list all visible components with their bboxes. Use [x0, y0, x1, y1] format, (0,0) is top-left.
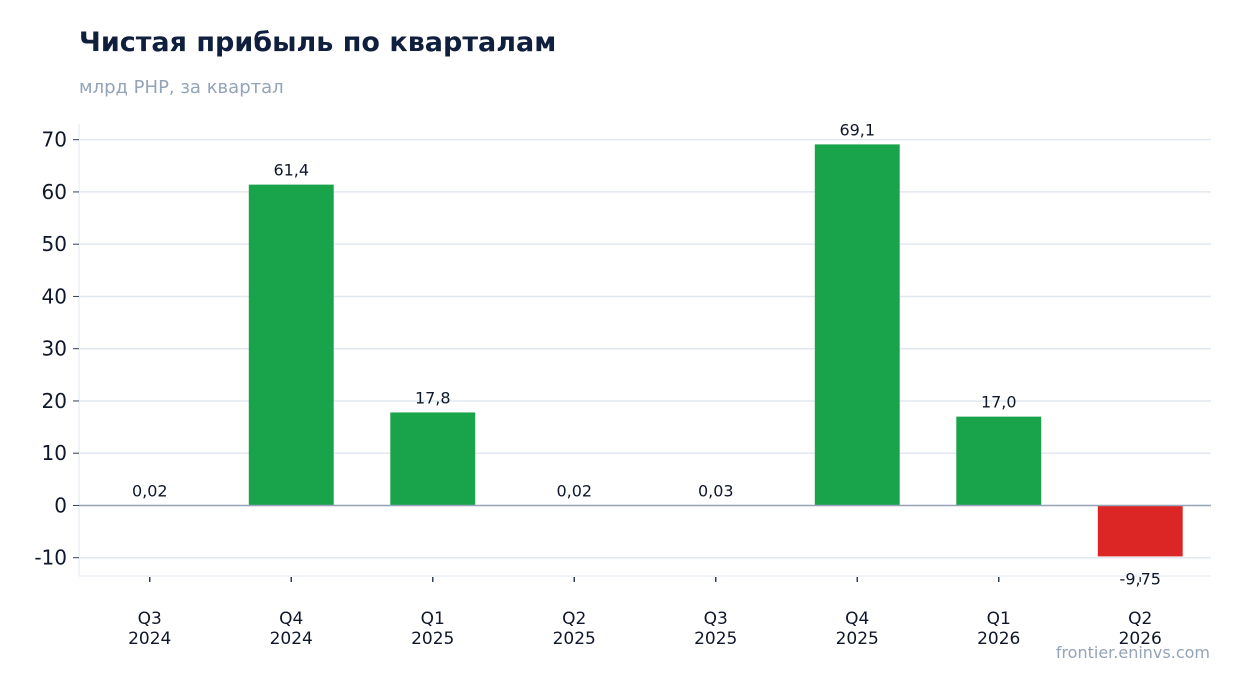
- y-tick-label: 70: [42, 128, 67, 152]
- bar-value-label: -9,75: [1120, 569, 1161, 588]
- bar-value-label: 0,02: [556, 481, 592, 500]
- x-tick-label: 2024: [270, 629, 313, 649]
- x-tick-label: Q2: [562, 609, 586, 629]
- bar-value-label: 17,8: [415, 388, 451, 407]
- x-tick-label: Q1: [987, 609, 1011, 629]
- chart-subtitle: млрд РНР, за квартал: [79, 77, 284, 98]
- source-credit: frontier.eninvs.com: [1055, 643, 1210, 662]
- y-tick-label: 10: [42, 441, 67, 465]
- y-tick-label: 40: [42, 284, 67, 308]
- y-tick-label: 50: [42, 232, 67, 256]
- y-tick-label: -10: [34, 546, 67, 570]
- x-tick-label: 2025: [411, 629, 454, 649]
- bar: [956, 416, 1042, 506]
- x-tick-label: Q1: [421, 609, 445, 629]
- x-tick-label: Q4: [279, 609, 303, 629]
- chart-title: Чистая прибыль по кварталам: [79, 27, 557, 58]
- x-tick-label: 2024: [128, 629, 171, 649]
- y-tick-label: 60: [42, 180, 67, 204]
- bars: [79, 144, 1211, 557]
- bar: [814, 144, 900, 506]
- x-tick-label: 2025: [836, 629, 879, 649]
- bar-value-label: 0,03: [698, 481, 734, 500]
- y-tick-label: 0: [54, 493, 67, 517]
- x-tick-label: Q2: [1128, 609, 1152, 629]
- axes: [73, 124, 1211, 582]
- x-tick-label: 2026: [977, 629, 1020, 649]
- bar: [248, 184, 334, 506]
- value-labels: 0,02 61,4 17,8 0,02 0,03 69,1 17,0 -9,75: [132, 120, 1161, 588]
- bar: [390, 412, 476, 506]
- bar-value-label: 61,4: [273, 161, 309, 180]
- x-tick-label: Q3: [704, 609, 728, 629]
- y-tick-label: 30: [42, 337, 67, 361]
- x-tick-label: 2025: [553, 629, 596, 649]
- bar-value-label: 0,02: [132, 481, 168, 500]
- x-tick-label: Q3: [138, 609, 162, 629]
- bar-value-label: 17,0: [981, 393, 1017, 412]
- tick-labels: -10010203040506070Q32024Q42024Q12025Q220…: [34, 128, 1162, 649]
- x-tick-label: 2025: [694, 629, 737, 649]
- y-tick-label: 20: [42, 389, 67, 413]
- bar-value-label: 69,1: [839, 120, 875, 139]
- bar: [1097, 505, 1183, 557]
- x-tick-label: 2026: [1119, 629, 1162, 649]
- x-tick-label: Q4: [845, 609, 869, 629]
